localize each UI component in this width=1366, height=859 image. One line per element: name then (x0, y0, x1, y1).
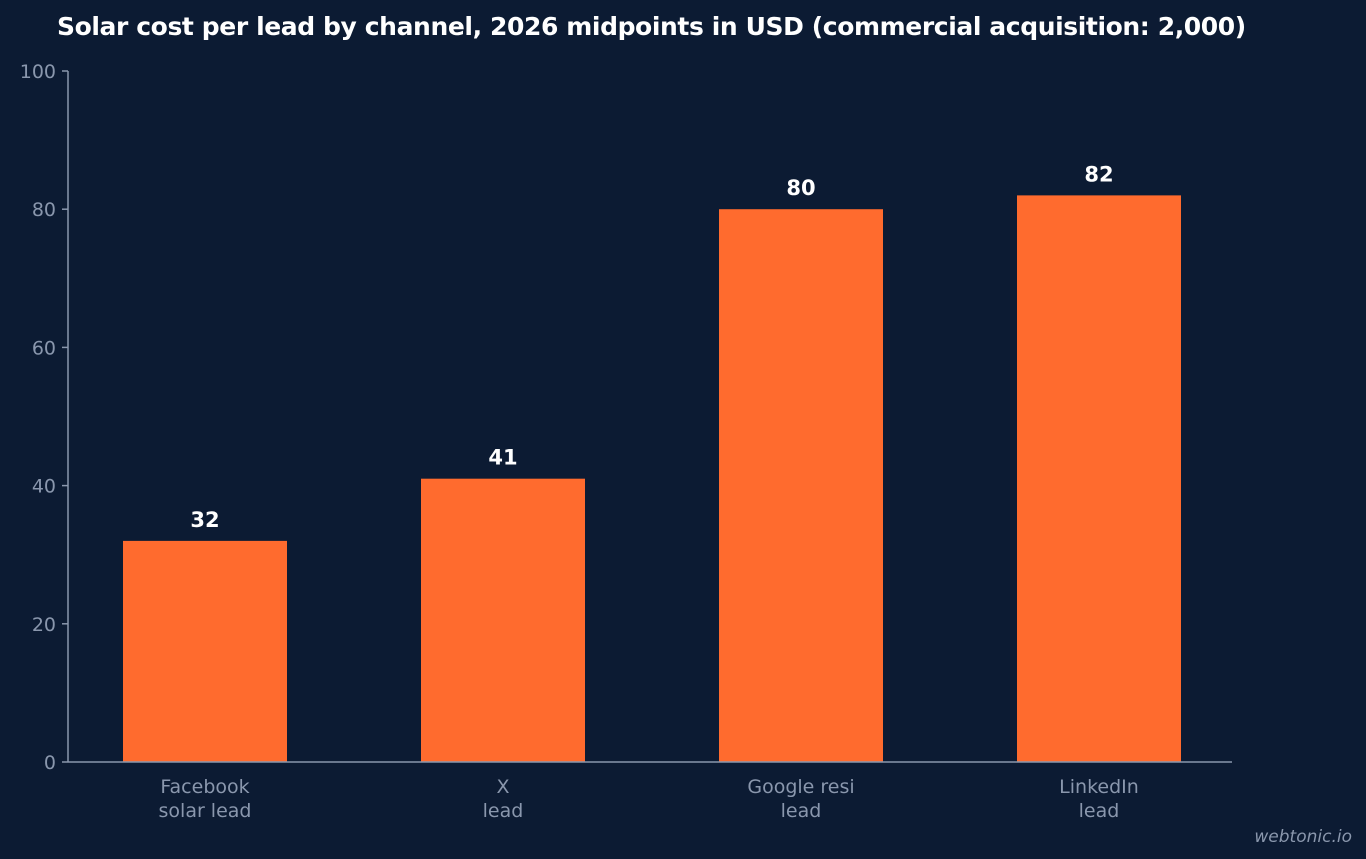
y-tick-label: 40 (32, 476, 56, 498)
chart-title: Solar cost per lead by channel, 2026 mid… (57, 12, 1246, 41)
y-tick-label: 60 (32, 337, 56, 359)
bar (1017, 195, 1181, 762)
y-axis-ticks: 0 20 40 60 80 100 (20, 61, 68, 774)
bar-value-label: 80 (786, 176, 815, 200)
bar (719, 209, 883, 762)
bars (123, 195, 1181, 762)
watermark: webtonic.io (1254, 827, 1352, 847)
bar-value-label: 32 (190, 508, 219, 532)
x-axis-labels: Facebook solar lead X lead Google resi lead Li… (159, 776, 1139, 822)
y-tick-label: 80 (32, 199, 56, 221)
bar-value-label: 82 (1084, 162, 1113, 186)
value-labels: 32 41 80 82 (190, 162, 1113, 532)
bar-value-label: 41 (488, 446, 517, 470)
bar (421, 478, 585, 762)
y-tick-label: 0 (44, 752, 56, 774)
bar (123, 540, 287, 762)
y-tick-label: 20 (32, 614, 56, 636)
x-tick-label: Google resi lead (747, 776, 854, 822)
x-tick-label: Facebook solar lead (159, 776, 252, 822)
y-tick-label: 100 (20, 61, 56, 83)
x-tick-label: LinkedIn lead (1059, 776, 1139, 822)
